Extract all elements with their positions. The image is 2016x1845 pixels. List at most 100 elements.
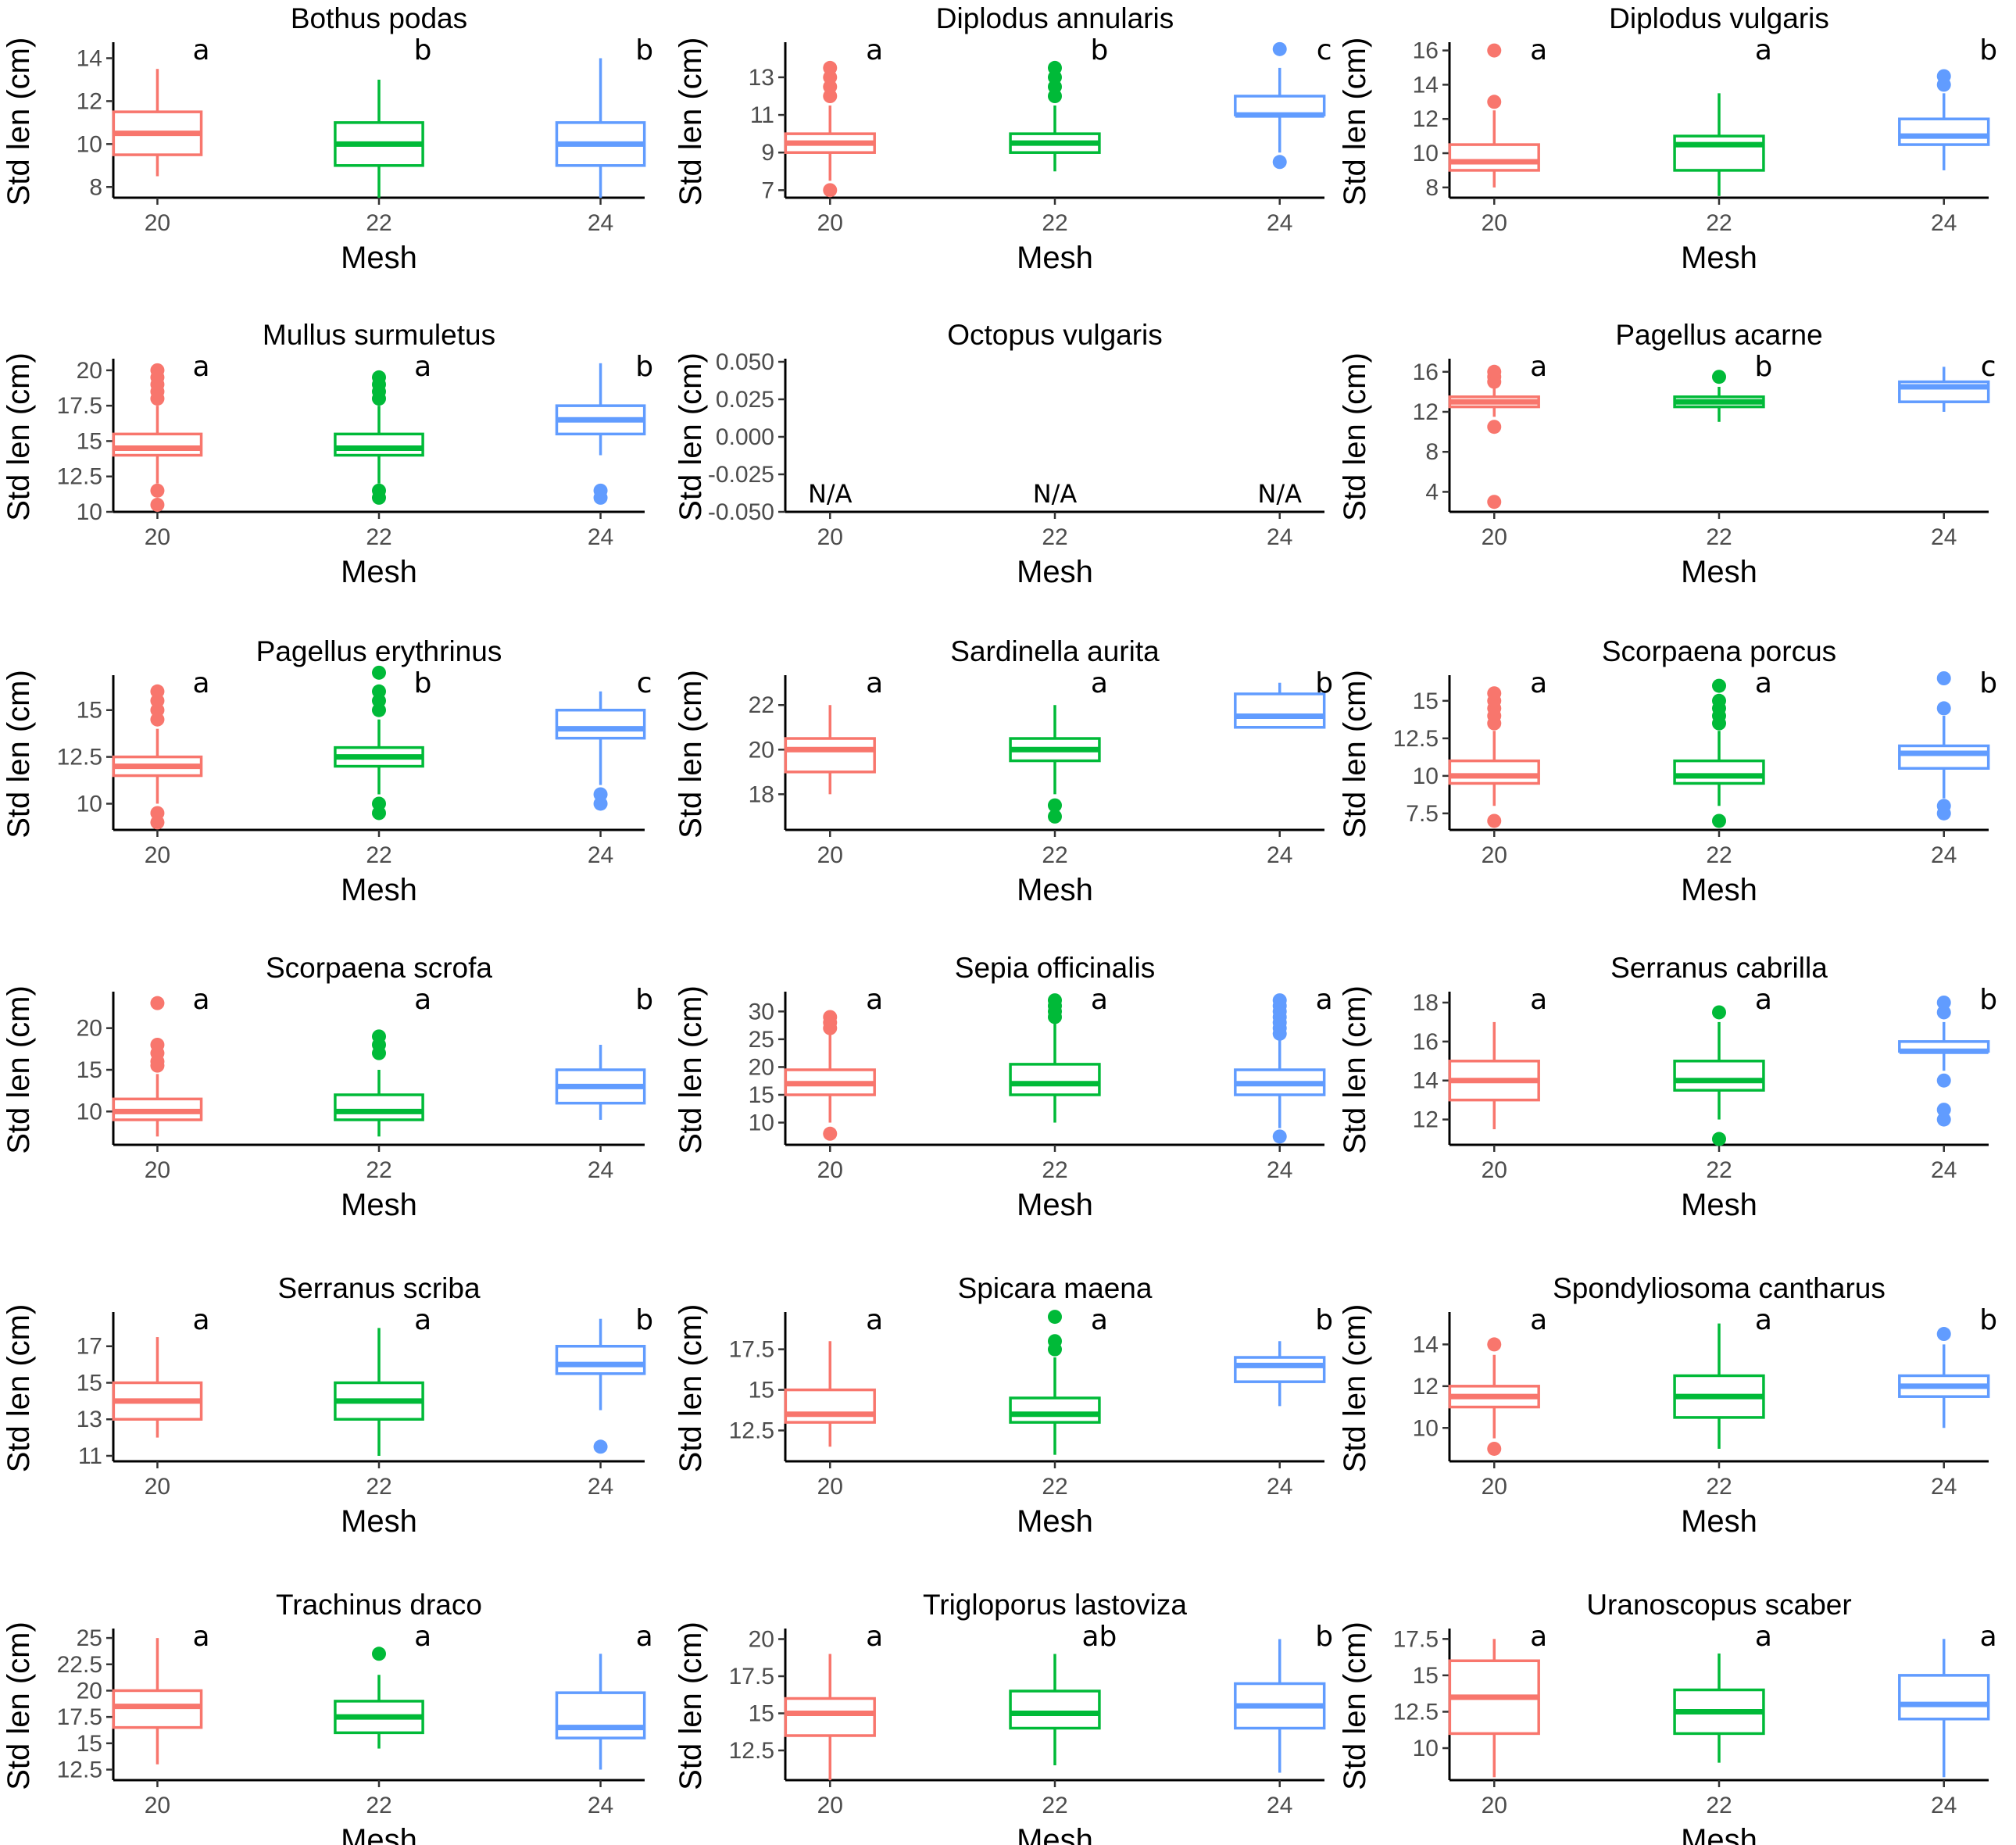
box-mesh-20 (784, 705, 876, 795)
outlier-point (372, 370, 386, 384)
significance-letter: a (866, 667, 883, 699)
outlier-point (1048, 1334, 1062, 1349)
x-tick-label: 22 (366, 842, 391, 868)
panel-bothus-podas: Bothus podas 8 10 12 14 20 22 24 Mesh Std len (cm… (2, 2, 653, 275)
outlier-point (1048, 1310, 1062, 1325)
y-tick-label: 12 (1413, 1374, 1439, 1400)
significance-letter: a (866, 1304, 883, 1336)
outlier-point (150, 483, 165, 498)
significance-letter: b (414, 667, 432, 699)
y-tick-label: 15 (749, 1701, 774, 1727)
outlier-point (150, 684, 165, 699)
y-axis-label: Std len (cm) (1338, 1622, 1372, 1790)
outlier-point (1487, 686, 1502, 701)
outlier-point (1487, 95, 1502, 109)
y-tick-label: 11 (750, 102, 774, 128)
box-iqr (1009, 1689, 1101, 1730)
box-iqr (334, 432, 424, 457)
x-axis-label: Mesh (1681, 1188, 1757, 1222)
y-tick-label: -0.025 (708, 462, 774, 488)
significance-letter: a (1530, 351, 1547, 383)
y-tick-label: 12.5 (57, 745, 102, 771)
box-mesh-20 (1448, 1639, 1540, 1778)
y-tick-label: 15 (77, 428, 102, 454)
box-mesh-24 (555, 58, 646, 198)
panel-diplodus-vulgaris: Diplodus vulgaris 8 10 12 14 16 20 22 24 Mesh Std … (1338, 2, 1997, 275)
x-axis-label: Mesh (1017, 1188, 1093, 1222)
x-axis-label: Mesh (341, 873, 417, 907)
x-tick-label: 24 (1931, 524, 1957, 550)
box-mesh-20 (1448, 686, 1540, 828)
box-mesh-24 (555, 691, 646, 811)
x-tick-label: 20 (145, 210, 170, 236)
box-mesh-24 (555, 1654, 646, 1770)
y-tick-label: 7.5 (1406, 801, 1439, 827)
outlier-point (372, 684, 386, 699)
panel-pagellus-erythrinus: Pagellus erythrinus 10 12.5 15 20 22 24 Mesh Std… (2, 635, 652, 907)
y-tick-label: 0.050 (716, 349, 774, 375)
box-mesh-20 (112, 684, 203, 830)
y-tick-label: 12 (77, 88, 102, 114)
x-axis-label: Mesh (1681, 873, 1757, 907)
outlier-point (150, 806, 165, 821)
y-axis-label: Std len (cm) (1338, 352, 1372, 521)
outlier-point (823, 1010, 838, 1024)
x-axis-label: Mesh (1017, 873, 1093, 907)
y-tick-label: 9 (761, 140, 774, 166)
x-tick-label: 20 (1482, 1474, 1507, 1500)
box-mesh-24 (1898, 671, 1990, 821)
outlier-point (593, 483, 608, 498)
significance-letter: a (1530, 1304, 1547, 1336)
outlier-point (372, 796, 386, 811)
x-tick-label: 24 (588, 1474, 613, 1500)
significance-letter: c (1981, 351, 1996, 383)
x-axis-label: Mesh (1681, 555, 1757, 589)
x-tick-label: 24 (588, 842, 613, 868)
y-tick-label: 20 (77, 1678, 102, 1704)
outlier-point (372, 1647, 386, 1661)
panel-scorpaena-porcus: Scorpaena porcus 7.5 10 12.5 15 20 22 24 Mesh Std… (1338, 635, 1997, 907)
significance-letter: a (1755, 34, 1772, 66)
box-iqr (1009, 1063, 1101, 1096)
y-tick-label: 20 (749, 1627, 774, 1653)
panel-serranus-scriba: Serranus scriba 11 13 15 17 20 22 24 Mesh Std len… (2, 1272, 653, 1539)
y-tick-label: 10 (77, 1099, 102, 1125)
y-tick-label: 11 (78, 1443, 102, 1469)
y-tick-label: 12.5 (1393, 1699, 1439, 1725)
box-mesh-24 (1898, 69, 1990, 170)
x-tick-label: 20 (145, 1474, 170, 1500)
box-mesh-24 (555, 1318, 646, 1454)
y-tick-label: 12 (1413, 1107, 1439, 1133)
outlier-point (1487, 364, 1502, 379)
y-axis-label: Std len (cm) (674, 670, 708, 838)
y-tick-label: 13 (77, 1407, 102, 1432)
x-axis-label: Mesh (341, 1188, 417, 1222)
y-tick-label: 14 (1413, 1332, 1439, 1357)
box-iqr (555, 1344, 646, 1375)
panel-sardinella-aurita: Sardinella aurita 18 20 22 20 22 24 Mesh Std len… (674, 635, 1333, 907)
outlier-point (1936, 799, 1951, 813)
outlier-point (1712, 678, 1726, 693)
y-tick-label: 15 (77, 1057, 102, 1083)
box-iqr (334, 1093, 424, 1121)
y-tick-label: 25 (77, 1625, 102, 1651)
x-tick-label: 22 (366, 210, 391, 236)
x-axis-label: Mesh (1017, 241, 1093, 275)
na-label: N/A (1033, 479, 1078, 509)
y-tick-label: 16 (1413, 359, 1439, 385)
outlier-point (1936, 69, 1951, 84)
outlier-point (1712, 813, 1726, 828)
box-mesh-24 (1898, 1639, 1990, 1778)
box-mesh-20 (112, 1337, 203, 1438)
significance-letter: c (637, 667, 652, 699)
significance-letter: b (414, 34, 432, 66)
significance-letter: a (193, 351, 210, 383)
y-tick-label: 25 (749, 1027, 774, 1053)
box-mesh-20 (784, 1010, 876, 1141)
x-tick-label: 22 (1706, 1474, 1732, 1500)
significance-letter: a (414, 1304, 431, 1336)
y-tick-label: 10 (77, 791, 102, 817)
outlier-point (823, 60, 838, 75)
y-tick-label: 22 (749, 692, 774, 718)
y-axis-label: Std len (cm) (2, 985, 36, 1154)
